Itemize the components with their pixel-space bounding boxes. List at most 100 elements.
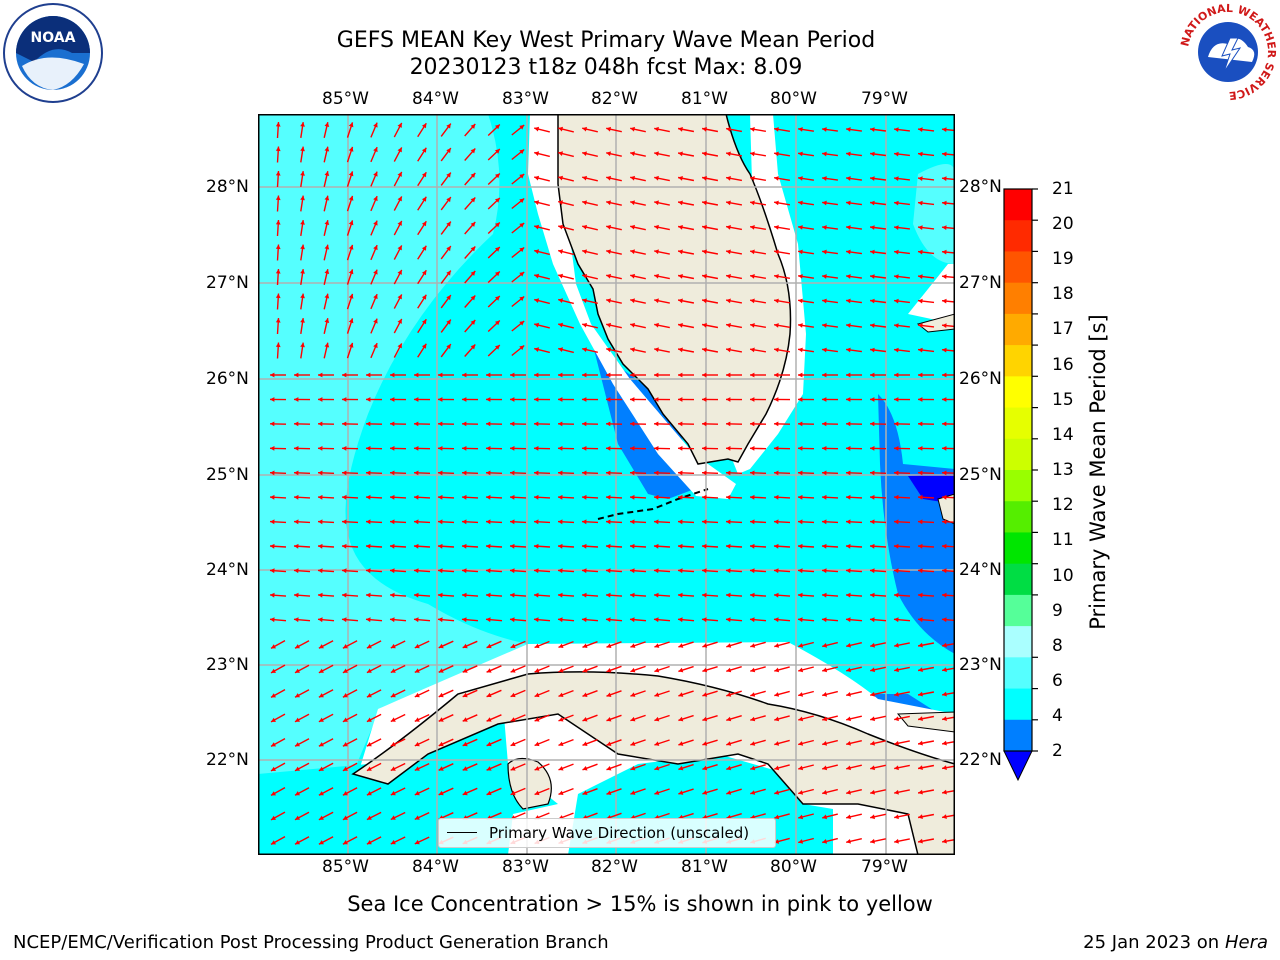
wave-arrow-head [495, 198, 500, 203]
wave-arrow-head [534, 519, 539, 525]
wave-arrow-head [630, 643, 636, 648]
wave-arrow-head [582, 446, 587, 451]
wave-arrow-head [630, 568, 635, 574]
wave-arrow-head [726, 692, 732, 697]
colorbar-segment [1004, 719, 1032, 752]
wave-arrow-head [534, 126, 540, 132]
wave-arrow-head [324, 244, 330, 250]
wave-arrow-head [894, 151, 899, 157]
wave-arrow-head [366, 644, 372, 649]
wave-arrow-head [942, 543, 947, 549]
wave-arrow-head [942, 347, 947, 353]
wave-arrow-head [894, 274, 899, 279]
wave-arrow-head [348, 269, 354, 275]
wave-arrow-head [846, 617, 851, 623]
wave-arrow-head [414, 643, 420, 649]
wave-arrow-head [654, 667, 660, 673]
wave-arrow-head [630, 494, 635, 500]
wave-arrow-head [750, 225, 755, 230]
wave-arrow-head [774, 274, 779, 279]
wave-arrow-head [366, 815, 372, 820]
wave-arrow-head [421, 294, 427, 300]
wave-arrow-head [606, 372, 611, 378]
wave-arrow-head [275, 171, 281, 176]
wave-arrow-head [300, 122, 305, 127]
wave-arrow-head [774, 617, 779, 623]
wave-arrow-head [918, 789, 923, 795]
wave-arrow-head [438, 543, 443, 549]
wave-arrow-head [470, 246, 476, 252]
wave-arrow-head [942, 814, 947, 819]
wave-arrow-head [366, 742, 372, 747]
wave-arrow-head [294, 397, 299, 402]
wave-arrow-head [894, 347, 899, 353]
wave-arrow-head [438, 519, 443, 525]
map-frame [258, 114, 955, 855]
wave-arrow-head [510, 668, 516, 673]
wave-arrow-head [846, 839, 851, 844]
wave-arrow-head [894, 494, 899, 500]
wave-arrow-head [390, 766, 396, 771]
wave-arrow-head [774, 790, 780, 795]
wave-arrow-head [918, 740, 923, 746]
wave-arrow-head [726, 617, 731, 623]
wave-arrow-head [726, 790, 732, 795]
wave-arrow-head [366, 668, 372, 673]
wave-arrow-head [534, 421, 539, 427]
wave-arrow-head [275, 269, 281, 274]
wave-arrow-head [414, 741, 420, 747]
wave-arrow-head [918, 691, 923, 697]
wave-arrow-head [495, 124, 500, 130]
wave-arrow-head [534, 568, 539, 574]
wave-arrow-head [918, 446, 923, 451]
wave-arrow-head [846, 692, 851, 697]
lon-tick-bottom-80: 80°W [770, 857, 817, 877]
wave-arrow-head [606, 397, 611, 402]
wave-arrow-head [678, 397, 683, 402]
wave-arrow-head [942, 323, 947, 328]
lat-tick-right-27: 27°N [959, 273, 1002, 293]
wave-arrow-head [606, 470, 611, 476]
wave-arrow-head [606, 249, 611, 255]
wave-arrow-head [630, 224, 635, 230]
wave-arrow-head [421, 147, 427, 153]
wave-arrow-head [295, 840, 300, 845]
wave-arrow-head [373, 147, 378, 153]
lat-tick-right-23: 23°N [959, 655, 1002, 675]
wave-arrow-head [462, 446, 467, 451]
wave-arrow-head [774, 249, 779, 255]
wave-arrow-head [822, 790, 828, 795]
chart-title-line-1: GEFS MEAN Key West Primary Wave Mean Per… [336, 28, 876, 53]
colorbar-segment [1004, 563, 1032, 596]
wave-arrow-head [582, 175, 587, 181]
wave-arrow-head [678, 716, 684, 722]
wave-arrow-head [324, 293, 330, 299]
wave-arrow-head [582, 592, 587, 598]
wave-arrow-head [942, 225, 947, 230]
wave-arrow-head [275, 318, 281, 323]
wave-arrow-head [678, 151, 683, 157]
wave-arrow-head [390, 494, 395, 500]
wave-arrow-head [894, 838, 899, 844]
wave-arrow-head [486, 494, 491, 500]
wave-arrow-head [942, 519, 947, 525]
wave-arrow-head [702, 543, 707, 549]
wave-arrow-head [390, 692, 396, 698]
wave-arrow-head [726, 494, 731, 500]
wave-arrow-head [630, 126, 635, 132]
wave-arrow-head [462, 643, 468, 649]
wave-arrow-head [342, 372, 347, 378]
wave-arrow-head [438, 790, 444, 796]
wave-arrow-head [654, 126, 659, 132]
wave-arrow-head [702, 323, 707, 328]
wave-arrow-head [366, 519, 371, 525]
colorbar-tick: 20 [1052, 214, 1074, 234]
colorbar-tick: 21 [1052, 179, 1074, 199]
wave-arrow-head [846, 643, 851, 648]
wave-arrow-head [606, 543, 611, 549]
colorbar-segment [1004, 501, 1032, 534]
wave-arrow-head [870, 347, 875, 353]
wave-arrow-head [558, 200, 563, 205]
wave-arrow-head [870, 592, 875, 598]
wave-arrow-head [942, 765, 947, 770]
